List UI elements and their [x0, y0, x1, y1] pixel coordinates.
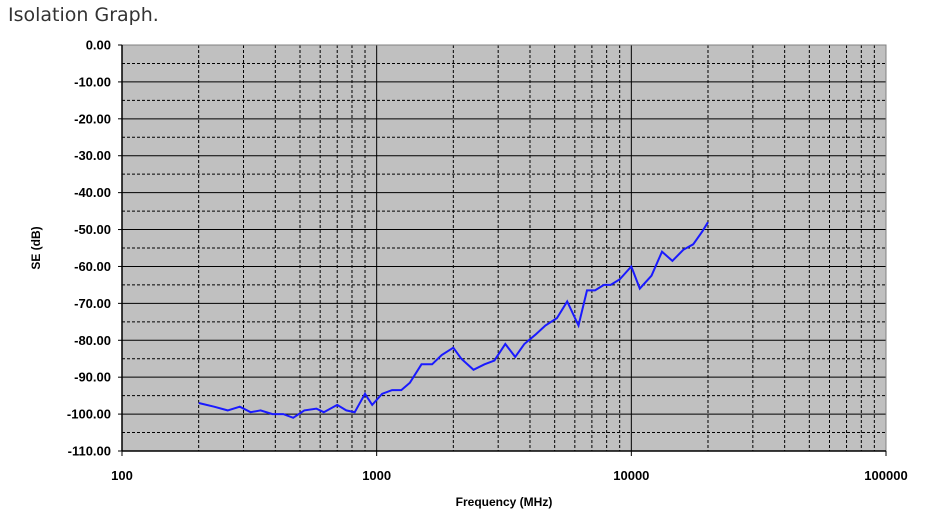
- y-tick-label: -30.00: [74, 148, 111, 163]
- y-tick-label: -70.00: [74, 296, 111, 311]
- y-tick-label: -100.00: [67, 407, 111, 422]
- y-tick-label: -60.00: [74, 259, 111, 274]
- y-tick-label: 0.00: [86, 38, 111, 53]
- x-tick-label: 1000: [362, 468, 391, 483]
- series-line: [198, 221, 709, 419]
- y-tick-label: -80.00: [74, 333, 111, 348]
- y-tick-label: -50.00: [74, 222, 111, 237]
- axes: [118, 44, 887, 456]
- tick-labels: 0.00 -10.00 -20.00 -30.00 -40.00 -50.00 -60.00…: [67, 38, 908, 484]
- y-axis-title: SE (dB): [29, 226, 43, 269]
- x-tick-label: 10000: [613, 468, 649, 483]
- y-tick-label: -20.00: [74, 111, 111, 126]
- y-tick-label: -10.00: [74, 74, 111, 89]
- y-tick-label: -40.00: [74, 185, 111, 200]
- x-tick-label: 100000: [864, 468, 907, 483]
- y-tick-label: -90.00: [74, 370, 111, 385]
- page-heading: Isolation Graph.: [8, 4, 159, 26]
- y-tick-label: -110.00: [68, 444, 111, 459]
- grid-lines: [122, 44, 886, 451]
- x-tick-label: 100: [111, 468, 133, 483]
- x-axis-title: Frequency (MHz): [456, 495, 553, 509]
